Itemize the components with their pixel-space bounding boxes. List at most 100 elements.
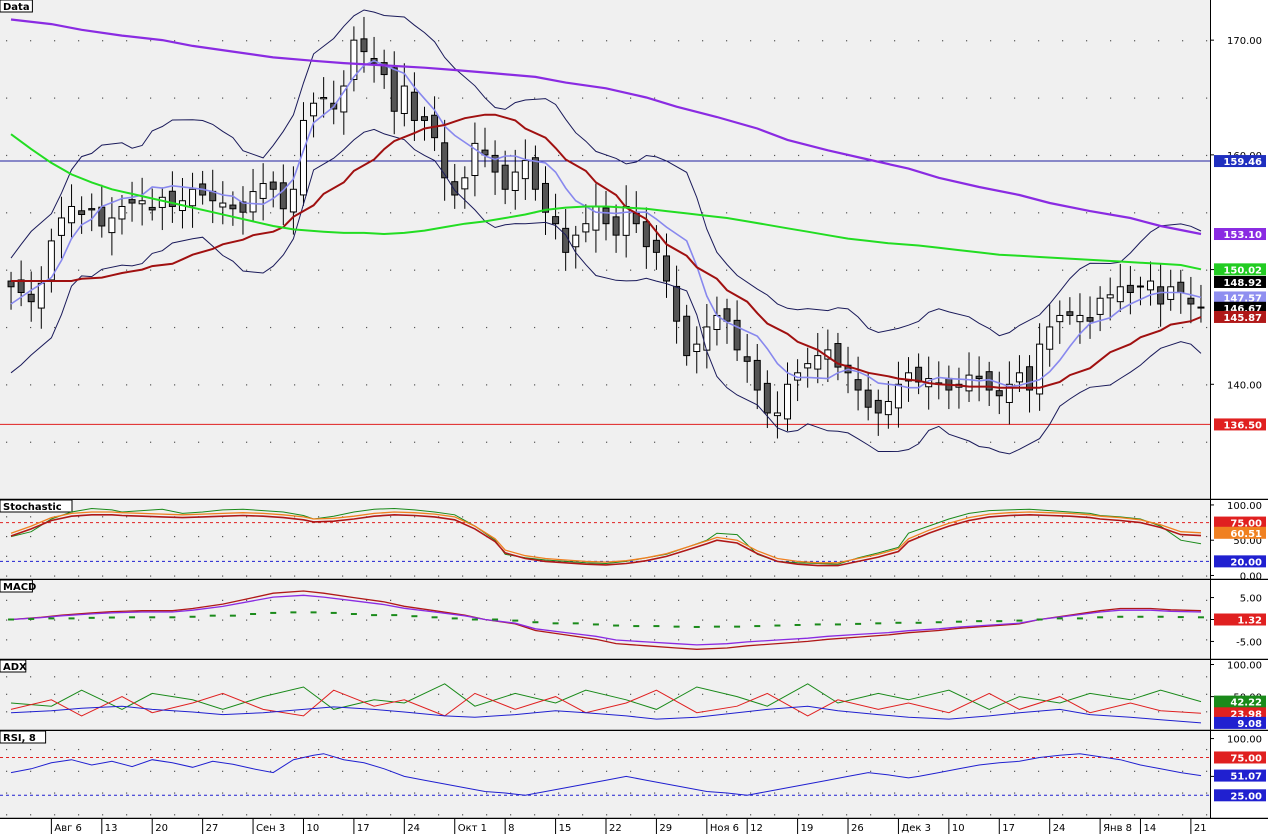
grid-dot (894, 814, 896, 816)
value-badge (1214, 155, 1266, 168)
grid-dot (198, 814, 200, 816)
grid-dot (270, 535, 272, 538)
grid-dot (1134, 97, 1136, 99)
grid-dot (198, 792, 200, 794)
grid-dot (774, 676, 776, 678)
panel-background (0, 0, 1210, 499)
grid-dot (222, 639, 224, 641)
grid-dot (582, 535, 584, 538)
grid-dot (462, 639, 464, 641)
grid-dot (510, 619, 512, 621)
grid-dot (174, 384, 176, 386)
grid-dot (1014, 154, 1016, 157)
grid-dot (750, 555, 752, 557)
grid-dot (798, 693, 800, 695)
grid-dot (942, 599, 944, 601)
grid-dot (1158, 441, 1160, 443)
grid-dot (54, 770, 56, 772)
value-badge (1214, 707, 1266, 720)
grid-dot (822, 269, 824, 271)
grid-dot (774, 814, 776, 816)
grid-dot (1062, 535, 1064, 538)
grid-dot (486, 693, 488, 695)
axis-background (1210, 0, 1268, 499)
grid-dot (846, 40, 848, 42)
grid-dot (894, 748, 896, 751)
grid-dot (630, 555, 632, 557)
grid-dot (750, 693, 752, 695)
grid-dot (702, 326, 704, 329)
grid-dot (558, 441, 560, 443)
grid-dot (1206, 748, 1208, 751)
grid-dot (270, 97, 272, 99)
value-badge-label: 75.00 (1230, 519, 1262, 530)
grid-dot (726, 711, 728, 713)
grid-dot (798, 154, 800, 157)
grid-dot (870, 599, 872, 601)
grid-dot (534, 599, 536, 601)
grid-dot (798, 212, 800, 214)
grid-dot (78, 384, 80, 386)
grid-dot (78, 516, 80, 518)
grid-dot (534, 814, 536, 816)
grid-dot (870, 748, 872, 751)
grid-dot (150, 792, 152, 794)
grid-dot (606, 770, 608, 772)
grid-dot (990, 555, 992, 557)
grid-dot (1206, 555, 1208, 557)
candle-body (1086, 317, 1094, 322)
grid-dot (726, 384, 728, 386)
grid-dot (582, 326, 584, 329)
x-tick-label: 8 (508, 823, 514, 834)
grid-dot (1110, 535, 1112, 538)
grid-dot (678, 814, 680, 816)
grid-dot (1134, 154, 1136, 157)
x-tick-label: 17 (1002, 823, 1015, 834)
grid-dot (102, 154, 104, 157)
grid-dot (1134, 639, 1136, 641)
grid-dot (726, 154, 728, 157)
grid-dot (222, 40, 224, 42)
grid-dot (582, 814, 584, 816)
grid-dot (1062, 40, 1064, 42)
grid-dot (150, 40, 152, 42)
grid-dot (558, 676, 560, 678)
grid-dot (774, 97, 776, 99)
grid-dot (846, 693, 848, 695)
grid-dot (462, 326, 464, 329)
grid-dot (582, 693, 584, 695)
grid-dot (534, 555, 536, 557)
grid-dot (6, 711, 8, 713)
grid-dot (630, 748, 632, 751)
grid-dot (294, 814, 296, 816)
grid-dot (1014, 693, 1016, 695)
grid-dot (606, 693, 608, 695)
grid-dot (1182, 441, 1184, 443)
candle-body (1005, 383, 1013, 403)
grid-dot (678, 326, 680, 329)
grid-dot (390, 212, 392, 214)
grid-dot (30, 693, 32, 695)
grid-dot (54, 599, 56, 601)
grid-dot (582, 792, 584, 794)
grid-dot (510, 639, 512, 641)
grid-dot (198, 748, 200, 751)
grid-dot (1086, 154, 1088, 157)
grid-dot (462, 40, 464, 42)
grid-dot (558, 814, 560, 816)
grid-dot (438, 535, 440, 538)
grid-dot (798, 639, 800, 641)
grid-dot (990, 639, 992, 641)
candle-body (340, 85, 348, 113)
grid-dot (1062, 711, 1064, 713)
grid-dot (390, 555, 392, 557)
grid-dot (774, 711, 776, 713)
grid-dot (174, 599, 176, 601)
value-badge-label: 75.00 (1230, 753, 1262, 764)
grid-dot (870, 770, 872, 772)
grid-dot (534, 40, 536, 42)
grid-dot (174, 212, 176, 214)
grid-dot (726, 212, 728, 214)
grid-dot (1158, 154, 1160, 157)
grid-dot (150, 748, 152, 751)
